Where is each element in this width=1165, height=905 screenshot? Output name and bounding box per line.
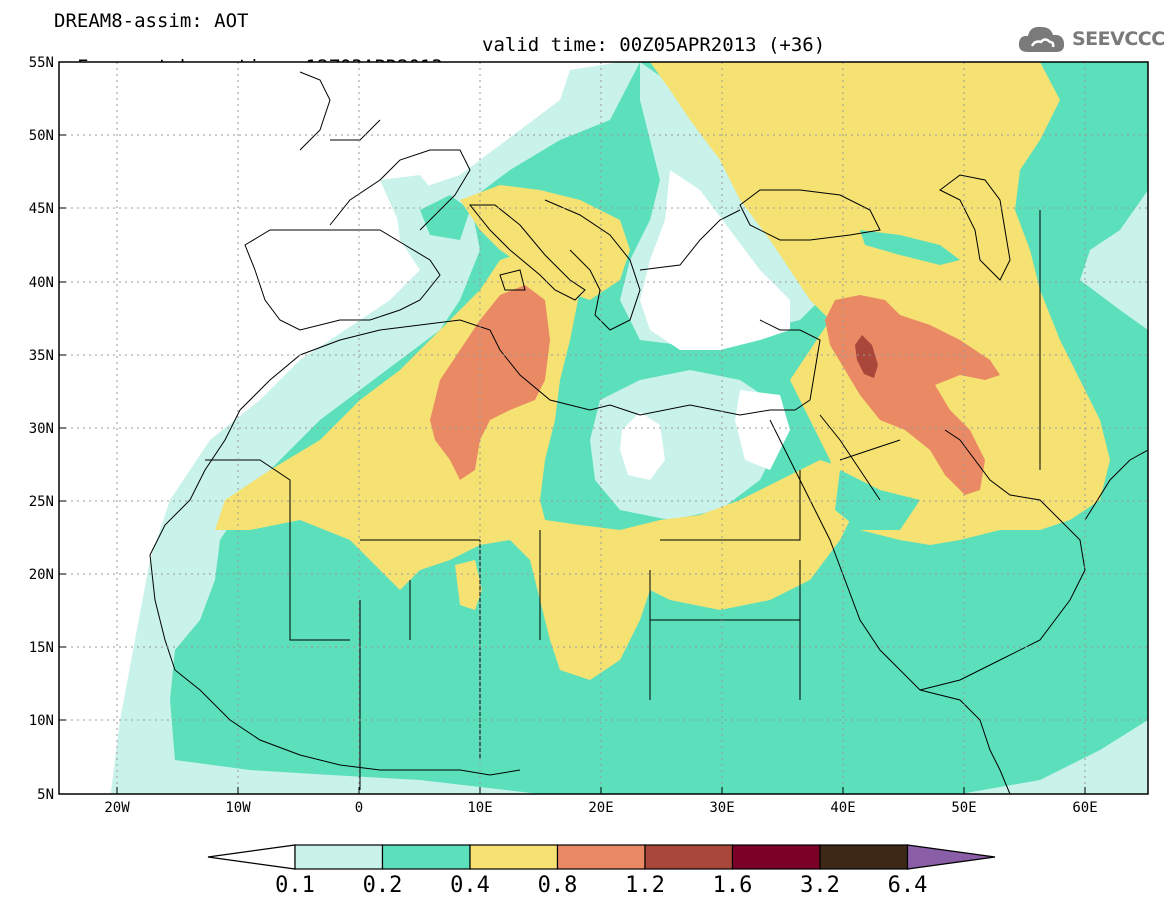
coastline-black-caspian — [739, 174, 1011, 281]
lon-label-20e: 20E — [588, 800, 613, 816]
coastline-france-uk — [299, 71, 471, 231]
latitude-labels: 55N 50N 45N 40N 35N 30N 25N 20N 15N 10N … — [29, 55, 54, 803]
colorbar-labels: 0.1 0.2 0.4 0.8 1.2 1.6 3.2 6.4 — [275, 873, 927, 898]
colorbar-label-0.8: 0.8 — [538, 873, 578, 898]
colorbar-bin-6 — [731, 844, 821, 870]
aot-contour-under-med — [640, 170, 790, 350]
aot-contour-0.2-caucasus — [860, 230, 960, 265]
aot-contour-0.8-algeria — [430, 285, 550, 480]
cloud-icon — [1018, 26, 1065, 52]
colorbar-label-3.2: 3.2 — [800, 873, 840, 898]
aot-contour-0.4-sahara — [215, 250, 860, 680]
coastline-west-africa — [149, 409, 521, 776]
colorbar-label-0.4: 0.4 — [450, 873, 490, 898]
aot-contour-1.2-iraq — [855, 335, 878, 378]
colorbar-bin-4 — [556, 844, 646, 870]
lat-label-35n: 35N — [29, 348, 54, 364]
coastline-north-africa — [239, 319, 811, 416]
colorbar-under — [207, 844, 296, 870]
colorbar-over — [906, 844, 996, 870]
colorbar-bin-7 — [819, 844, 909, 870]
seevccc-logo: SEEVCCC — [1016, 22, 1165, 58]
lat-label-55n: 55N — [29, 55, 54, 71]
colorbar-label-1.2: 1.2 — [625, 873, 665, 898]
lon-label-40e: 40E — [830, 800, 855, 816]
valid-time-label: valid time: 00Z05APR2013 (+36) — [482, 34, 826, 56]
aot-field — [59, 62, 1148, 794]
chart-title: DREAM8-assim: AOT — [54, 10, 249, 32]
lat-label-10n: 10N — [29, 713, 54, 729]
coastlines — [149, 71, 1148, 794]
colorbar-bin-2 — [381, 844, 471, 870]
lat-label-5n: 5N — [37, 787, 54, 803]
longitude-labels: 20W 10W 0 10E 20E 30E 40E 50E 60E — [104, 800, 1097, 816]
aot-contour-0.4-patch2 — [395, 548, 408, 568]
colorbar-label-1.6: 1.6 — [713, 873, 753, 898]
aot-contour-0.4-north — [460, 185, 630, 300]
aot-contour-0.1-libya — [590, 370, 780, 520]
coastline-balkans-greece — [544, 199, 741, 331]
lon-label-10w: 10W — [225, 800, 251, 816]
lon-label-60e: 60E — [1072, 800, 1097, 816]
coastline-horn-africa — [919, 689, 1011, 794]
coastline-levant-redsea — [759, 319, 921, 691]
lat-label-30n: 30N — [29, 421, 54, 437]
coastline-italy — [468, 204, 586, 301]
colorbar-label-0.2: 0.2 — [363, 873, 403, 898]
colorbar-label-6.4: 6.4 — [888, 873, 928, 898]
aot-contour-0.2-arabia — [835, 470, 920, 530]
aot-contour-0.2-c — [420, 195, 470, 240]
lat-label-40n: 40N — [29, 275, 54, 291]
lat-label-15n: 15N — [29, 640, 54, 656]
lon-label-50e: 50E — [951, 800, 976, 816]
lat-label-50n: 50N — [29, 128, 54, 144]
lat-label-45n: 45N — [29, 201, 54, 217]
lon-label-30e: 30E — [709, 800, 734, 816]
border-lines — [205, 210, 1041, 790]
graticule — [59, 62, 1148, 794]
coastline-iberia — [244, 229, 441, 331]
lat-label-25n: 25N — [29, 494, 54, 510]
colorbar-bin-1 — [294, 844, 384, 870]
colorbar-bin-5 — [644, 844, 734, 870]
logo-text: SEEVCCC — [1072, 28, 1165, 50]
colorbar-bin-3 — [469, 844, 559, 870]
lon-label-0: 0 — [355, 800, 363, 816]
lat-label-20n: 20N — [29, 567, 54, 583]
colorbar-label-0.1: 0.1 — [275, 873, 315, 898]
lon-label-20w: 20W — [104, 800, 130, 816]
aot-contour-under-libya — [620, 412, 665, 480]
aot-contour-0.4-patch — [455, 560, 482, 610]
axis-ticks — [59, 61, 1086, 795]
coastline-arabia-gulf — [919, 429, 1148, 691]
lon-label-10e: 10E — [467, 800, 492, 816]
colorbar — [207, 844, 996, 870]
